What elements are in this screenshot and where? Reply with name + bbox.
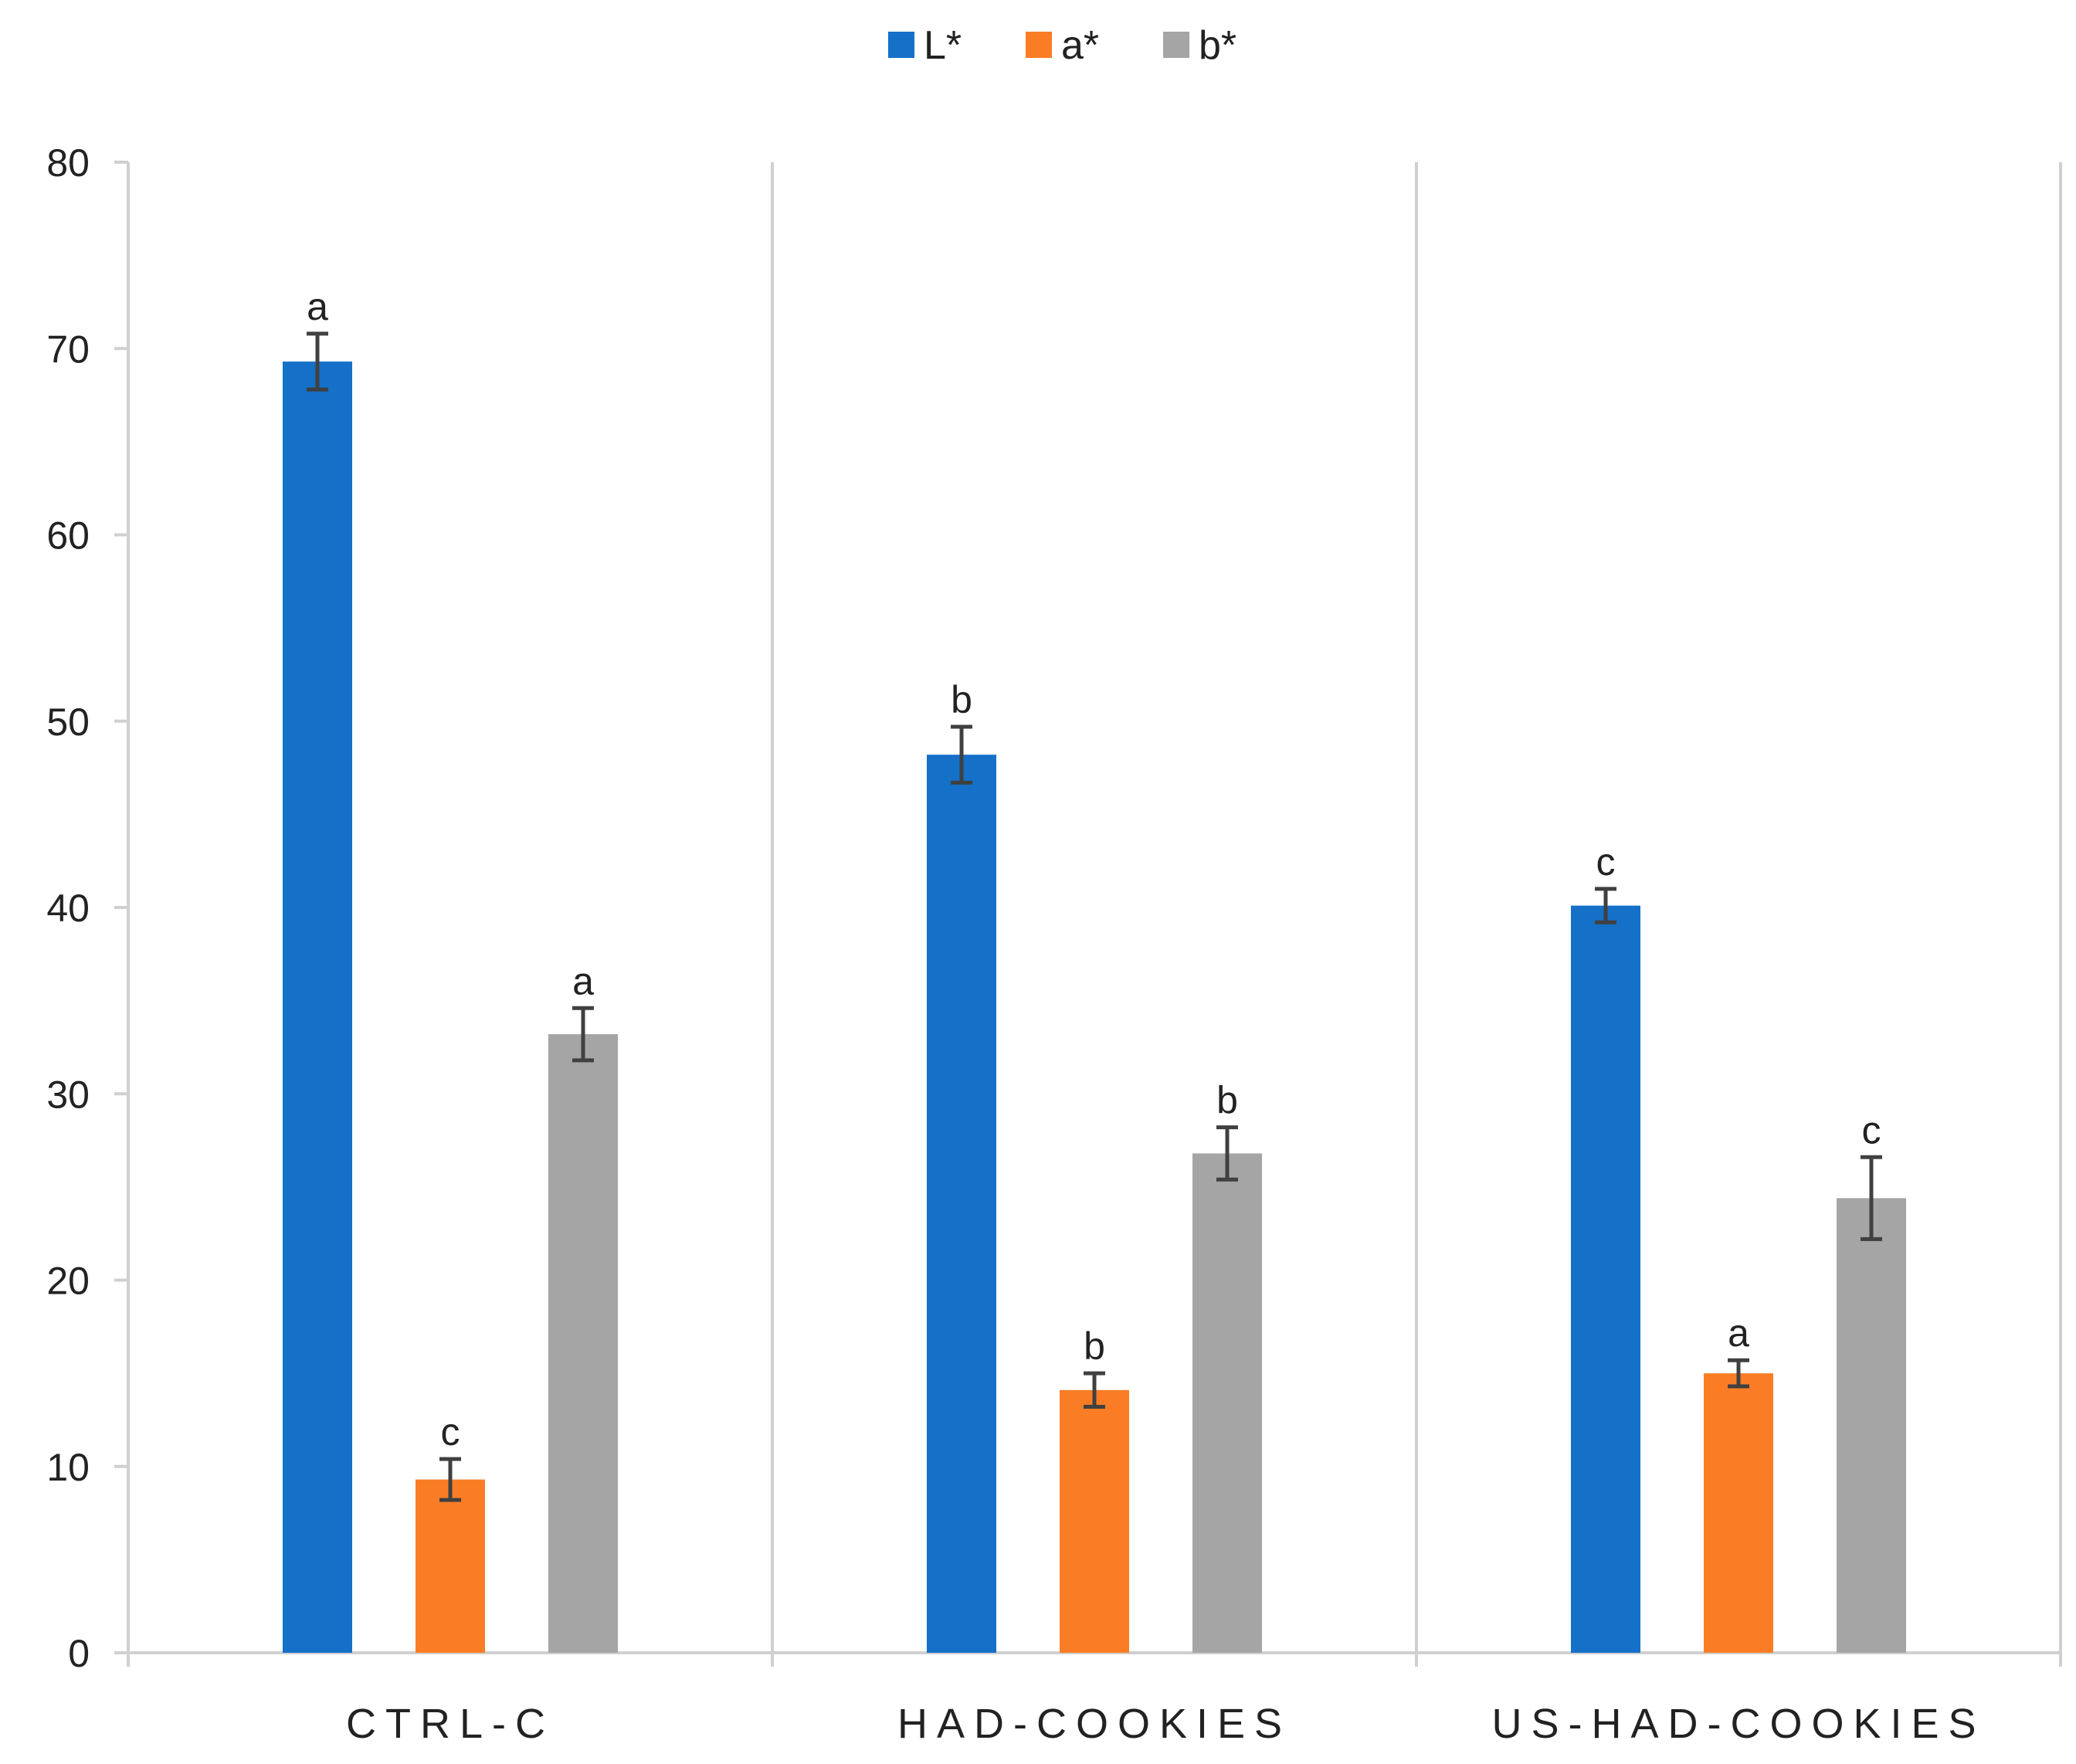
y-tick-label: 70	[46, 327, 90, 371]
significance-letter: c	[441, 1410, 460, 1454]
legend-label: L*	[924, 23, 962, 68]
legend-swatch	[1163, 32, 1189, 58]
y-tick-label: 80	[46, 141, 90, 185]
legend-label: b*	[1199, 23, 1236, 68]
bars	[283, 361, 1906, 1654]
significance-letter: a	[307, 285, 328, 328]
y-tick-label: 10	[46, 1446, 90, 1489]
legend-swatch	[1026, 32, 1052, 58]
y-tick-label: 40	[46, 887, 90, 930]
category-separators	[771, 162, 2062, 1667]
x-tick-label: CTRL-C	[346, 1701, 555, 1747]
significance-letter: c	[1596, 840, 1616, 884]
y-tick-label: 0	[68, 1632, 90, 1675]
y-tick-label: 20	[46, 1260, 90, 1303]
significance-letter: c	[1862, 1108, 1881, 1152]
bar	[1060, 1389, 1129, 1653]
bar	[416, 1479, 485, 1653]
y-tick-label: 60	[46, 514, 90, 558]
significance-letters: a c a b b b c a c	[307, 285, 1881, 1454]
error-bars	[307, 331, 1882, 1502]
legend: L* a* b*	[888, 23, 1236, 68]
bar	[1571, 905, 1640, 1653]
legend-label: a*	[1061, 23, 1099, 68]
bar	[548, 1034, 618, 1653]
y-tick-label: 50	[46, 701, 90, 744]
significance-letter: b	[1084, 1325, 1105, 1368]
legend-swatch	[888, 32, 914, 58]
y-axis-ticks: 0 10 20 30 40 50 60 70 80	[46, 141, 128, 1675]
bar	[1704, 1373, 1773, 1653]
bar	[927, 755, 996, 1653]
x-tick-label: HAD-COOKIES	[897, 1701, 1291, 1747]
x-axis-labels: CTRL-C HAD-COOKIES US-HAD-COOKIES	[346, 1701, 1985, 1747]
significance-letter: b	[951, 678, 972, 721]
bar	[283, 361, 352, 1654]
bar	[1837, 1198, 1906, 1653]
significance-letter: a	[572, 959, 594, 1002]
bar	[1192, 1153, 1262, 1653]
significance-letter: a	[1728, 1311, 1749, 1355]
x-tick-label: US-HAD-COOKIES	[1491, 1701, 1985, 1747]
y-tick-label: 30	[46, 1073, 90, 1116]
significance-letter: b	[1216, 1079, 1238, 1122]
